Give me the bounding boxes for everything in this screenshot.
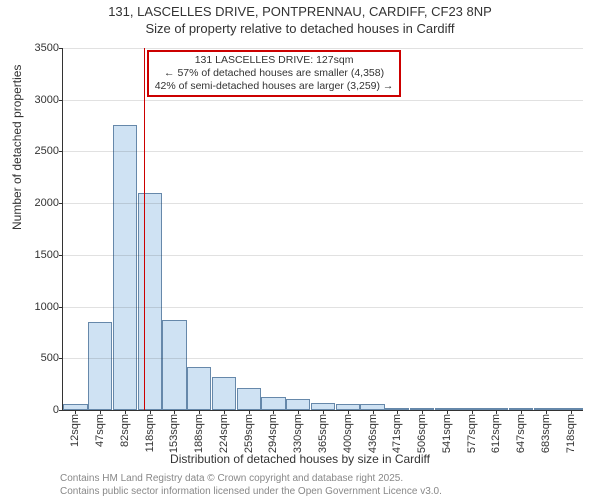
x-tick-label: 506sqm — [416, 414, 428, 453]
x-tick-label: 188sqm — [193, 414, 205, 453]
y-tick-label: 3000 — [35, 94, 59, 106]
x-tick-label: 365sqm — [317, 414, 329, 453]
bars-layer — [63, 48, 583, 410]
y-tick-label: 2500 — [35, 145, 59, 157]
y-tick-label: 500 — [41, 352, 59, 364]
x-tick-label: 330sqm — [292, 414, 304, 453]
footer-line-2: Contains public sector information licen… — [60, 486, 442, 499]
histogram-bar — [237, 388, 261, 410]
y-tick-label: 1500 — [35, 249, 59, 261]
histogram-bar — [138, 193, 162, 410]
footer-line-1: Contains HM Land Registry data © Crown c… — [60, 473, 442, 486]
histogram-bar — [286, 399, 310, 410]
y-tick-label: 3500 — [35, 42, 59, 54]
x-tick-label: 471sqm — [391, 414, 403, 453]
callout-line: 42% of semi-detached houses are larger (… — [155, 80, 394, 93]
x-tick-label: 153sqm — [168, 414, 180, 453]
x-tick-label: 577sqm — [466, 414, 478, 453]
histogram-bar — [88, 322, 112, 410]
y-tick-label: 1000 — [35, 301, 59, 313]
x-tick-label: 12sqm — [69, 414, 81, 447]
histogram-bar — [162, 320, 186, 410]
callout-line: 131 LASCELLES DRIVE: 127sqm — [155, 54, 394, 67]
x-tick-label: 47sqm — [94, 414, 106, 447]
histogram-bar — [311, 403, 335, 410]
x-tick-label: 82sqm — [119, 414, 131, 447]
x-tick-label: 118sqm — [144, 414, 156, 452]
x-tick-label: 612sqm — [490, 414, 502, 453]
chart-plot-area: 0500100015002000250030003500 12sqm47sqm8… — [62, 48, 583, 411]
x-tick-label: 259sqm — [243, 414, 255, 453]
x-tick-label: 541sqm — [441, 414, 453, 453]
x-tick-label: 647sqm — [515, 414, 527, 453]
histogram-bar — [212, 377, 236, 410]
x-tick-label: 718sqm — [565, 414, 577, 453]
callout-box: 131 LASCELLES DRIVE: 127sqm← 57% of deta… — [147, 50, 402, 97]
page-title: 131, LASCELLES DRIVE, PONTPRENNAU, CARDI… — [0, 0, 600, 21]
reference-line — [144, 48, 145, 410]
callout-line: ← 57% of detached houses are smaller (4,… — [155, 67, 394, 80]
x-tick-label: 400sqm — [342, 414, 354, 453]
histogram-bar — [187, 367, 211, 410]
footer-attribution: Contains HM Land Registry data © Crown c… — [60, 473, 442, 498]
x-axis-label: Distribution of detached houses by size … — [0, 452, 600, 466]
x-tick-label: 224sqm — [218, 414, 230, 453]
y-axis-label: Number of detached properties — [10, 65, 24, 230]
histogram-bar — [261, 397, 285, 410]
x-tick-label: 436sqm — [367, 414, 379, 453]
y-tick-label: 0 — [53, 404, 59, 416]
page-subtitle: Size of property relative to detached ho… — [0, 21, 600, 38]
x-tick-label: 683sqm — [540, 414, 552, 453]
x-tick-label: 294sqm — [267, 414, 279, 453]
y-tick-label: 2000 — [35, 197, 59, 209]
histogram-bar — [113, 125, 137, 410]
